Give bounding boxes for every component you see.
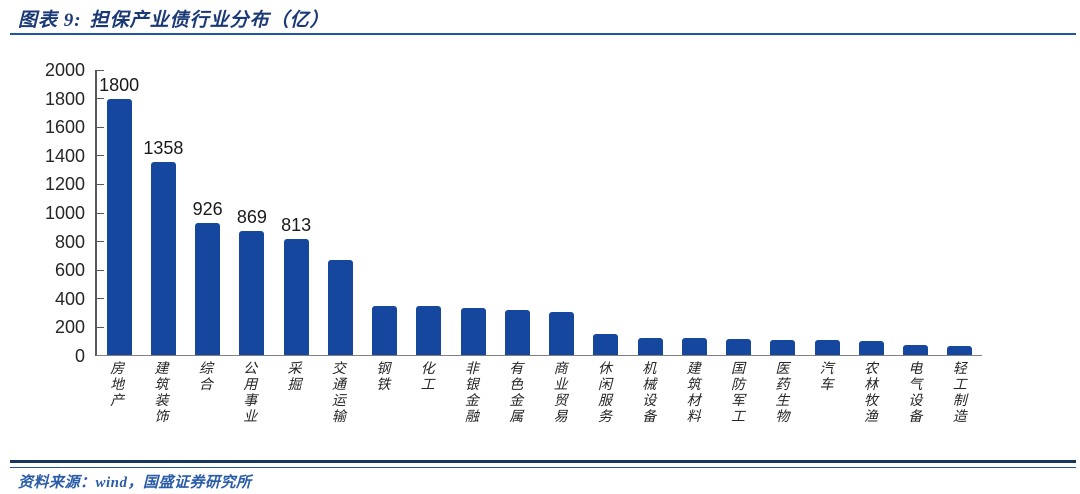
footer-divider-thin — [10, 467, 1076, 468]
y-tick-label: 1600 — [44, 117, 85, 138]
bar-电气设备 — [903, 345, 929, 355]
bar-slot — [894, 70, 938, 355]
bar-data-label: 1358 — [143, 137, 184, 158]
bar-slot — [628, 70, 672, 355]
footer-divider-thick — [10, 460, 1076, 463]
x-axis-label: 医 药 生 物 — [775, 362, 790, 425]
y-tick-mark — [97, 241, 104, 243]
bar-综合 — [195, 223, 221, 355]
x-axis-label: 国 防 军 工 — [730, 362, 745, 425]
y-tick-label: 800 — [54, 231, 85, 252]
x-axis-label: 商 业 贸 易 — [553, 362, 568, 425]
bar-汽车 — [814, 340, 840, 355]
bar-slot: 926 — [186, 70, 230, 355]
bar-房地产 — [106, 98, 132, 355]
y-tick-mark — [97, 326, 104, 328]
x-axis-label: 交 通 运 输 — [331, 362, 346, 425]
bar-建筑材料 — [681, 338, 707, 355]
bar-医药生物 — [770, 340, 796, 355]
bar-休闲服务 — [593, 334, 619, 355]
bar-slot — [495, 70, 539, 355]
x-axis-label: 房 地 产 — [110, 362, 125, 409]
bar-化工 — [416, 306, 442, 355]
y-tick-label: 200 — [54, 317, 85, 338]
bar-非银金融 — [460, 307, 486, 355]
bar-建筑装饰 — [150, 161, 176, 355]
bars-container: 1800 1358 926 869 813 — [97, 70, 982, 355]
x-axis-label: 采 掘 — [287, 362, 302, 393]
x-axis-label: 非 银 金 融 — [464, 362, 479, 425]
y-tick-label: 0 — [74, 346, 85, 366]
bar-slot: 813 — [274, 70, 318, 355]
x-axis-label: 公 用 事 业 — [243, 362, 258, 425]
y-tick-label: 1000 — [44, 203, 85, 223]
source-note: 资料来源：wind，国盛证券研究所 — [18, 475, 252, 491]
bar-公用事业 — [239, 231, 265, 355]
y-tick-mark — [97, 98, 104, 100]
bar-data-label: 869 — [236, 207, 267, 228]
plot-area: 1800 1358 926 869 813 — [95, 69, 982, 356]
bar-slot — [672, 70, 716, 355]
x-axis-labels: 房 地 产 建 筑 装 饰 综 合 公 用 事 业 采 掘 交 通 运 输 钢 铁 化 工 非 … — [95, 362, 982, 426]
bar-slot — [761, 70, 805, 355]
figure-number: 图表 9: — [18, 10, 82, 31]
bar-农林牧渔 — [858, 340, 884, 355]
x-axis-label: 建 筑 装 饰 — [154, 362, 169, 425]
y-tick-mark — [97, 212, 104, 214]
x-axis-label: 有 色 金 属 — [509, 362, 524, 425]
x-axis-label: 化 工 — [420, 362, 435, 393]
y-tick-label: 1400 — [44, 145, 85, 166]
x-axis-label: 电 气 设 备 — [908, 362, 923, 425]
y-tick-mark — [97, 298, 104, 300]
y-tick-mark — [97, 269, 104, 271]
x-axis-label: 综 合 — [198, 362, 213, 393]
bar-slot — [363, 70, 407, 355]
x-axis-label: 钢 铁 — [376, 362, 391, 393]
bar-有色金属 — [504, 310, 530, 355]
title-divider — [10, 33, 1076, 35]
bar-机械设备 — [637, 337, 663, 355]
y-tick-mark — [97, 69, 104, 71]
bar-slot — [805, 70, 849, 355]
x-axis-label: 休 闲 服 务 — [597, 362, 612, 425]
bar-slot: 869 — [230, 70, 274, 355]
bar-slot — [938, 70, 982, 355]
figure-title-text: 担保产业债行业分布（亿） — [89, 10, 330, 31]
bar-data-label: 813 — [281, 215, 312, 236]
bar-slot — [849, 70, 893, 355]
x-axis-label: 机 械 设 备 — [642, 362, 657, 425]
bar-slot: 1800 — [97, 70, 141, 355]
y-tick-mark — [97, 126, 104, 128]
bar-data-label: 926 — [192, 199, 223, 220]
y-tick-label: 1200 — [44, 174, 85, 195]
bar-国防军工 — [726, 338, 752, 355]
bar-商业贸易 — [549, 312, 575, 355]
x-axis-label: 汽 车 — [819, 362, 834, 393]
y-tick-label: 400 — [54, 288, 85, 309]
bar-slot — [584, 70, 628, 355]
bar-钢铁 — [372, 305, 398, 355]
y-tick-label: 2000 — [44, 60, 85, 80]
bar-轻工制造 — [947, 345, 973, 355]
bar-采掘 — [283, 239, 309, 355]
x-axis-label: 建 筑 材 料 — [686, 362, 701, 425]
bar-slot — [717, 70, 761, 355]
figure-title: 图表 9: 担保产业债行业分布（亿） — [18, 5, 330, 32]
x-axis-label: 农 林 牧 渔 — [864, 362, 879, 425]
y-tick-mark — [97, 183, 104, 185]
bar-slot: 1358 — [141, 70, 185, 355]
bar-slot — [407, 70, 451, 355]
bar-交通运输 — [327, 259, 353, 355]
bar-slot — [451, 70, 495, 355]
bar-slot — [540, 70, 584, 355]
bar-data-label: 1800 — [99, 74, 140, 95]
bar-slot — [318, 70, 362, 355]
x-axis-label: 轻 工 制 造 — [952, 362, 967, 425]
y-tick-label: 600 — [54, 260, 85, 281]
y-tick-mark — [97, 155, 104, 157]
y-tick-label: 1800 — [44, 88, 85, 109]
